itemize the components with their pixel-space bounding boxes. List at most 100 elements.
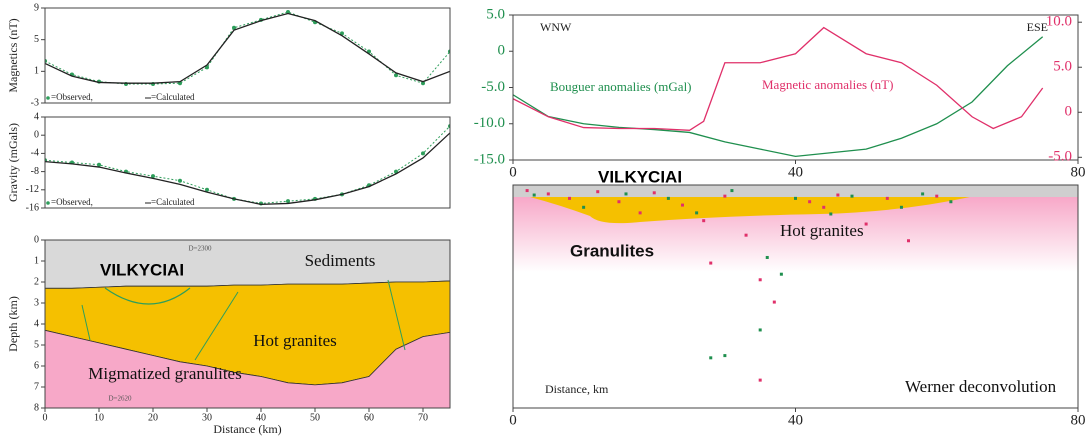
y-tick-label: 0: [34, 129, 39, 140]
y-tick-label: -15.0: [474, 151, 505, 167]
y-tick-label: 5: [34, 34, 39, 45]
x-tick-label: 30: [202, 412, 212, 423]
y-tick-label: 0: [34, 234, 39, 245]
solution-point: [921, 192, 924, 195]
series-line: [45, 133, 450, 204]
solution-point: [766, 256, 769, 259]
plot-area: [43, 124, 452, 205]
x-tick-label: 40: [788, 164, 803, 180]
solution-point: [759, 278, 762, 281]
solution-point: [667, 197, 670, 200]
solution-point: [773, 301, 776, 304]
legend-marker: [46, 96, 50, 100]
solution-point: [759, 379, 762, 382]
y-tick-label: -16: [26, 202, 39, 213]
solution-point: [780, 273, 783, 276]
series-label: Migmatized granulites: [88, 364, 241, 383]
panel: -16 -12 -8 -4 0 4 Gravity (mGals) =Observed, =Ca…: [6, 111, 452, 213]
plot-frame: [45, 117, 450, 208]
y-axis-label: Depth (km): [6, 296, 20, 352]
solution-point: [709, 356, 712, 359]
x-tick-label: 0: [43, 412, 48, 423]
solution-point: [822, 206, 825, 209]
solution-point: [681, 204, 684, 207]
series-line: [513, 37, 1043, 157]
y-tick-label: 7: [34, 381, 39, 392]
annotation: VILKYCIAI: [598, 167, 682, 186]
y-tick-label: -4: [31, 148, 39, 159]
solution-point: [639, 211, 642, 214]
solution-point: [617, 200, 620, 203]
legend-label: =Calculated: [151, 197, 195, 207]
x-tick-label: 80: [1071, 412, 1086, 428]
series-label: Bouguer anomalies (mGal): [550, 79, 692, 94]
series-line: [45, 12, 450, 84]
annotation: D=2300: [188, 245, 212, 253]
series-label: Magnetic anomalies (nT): [762, 77, 893, 92]
y-axis-label: Gravity (mGals): [6, 123, 20, 202]
y-tick-label: 4: [34, 111, 39, 122]
y2-tick-label: 0: [1065, 104, 1073, 120]
solution-point: [582, 206, 585, 209]
solution-point: [596, 190, 599, 193]
solution-point: [695, 211, 698, 214]
solution-point: [949, 200, 952, 203]
x-tick-label: 50: [310, 412, 320, 423]
solution-point: [745, 234, 748, 237]
series-label: Sediments: [305, 251, 376, 270]
solution-point: [794, 197, 797, 200]
figure: -3 1 5 9 Magnetics (nT) =Observed, =Calculated…: [0, 0, 1092, 437]
x-axis-label: Distance (km): [213, 422, 281, 436]
legend-label: =Observed,: [51, 92, 93, 102]
x-tick-label: 20: [148, 412, 158, 423]
x-tick-label: 0: [509, 164, 517, 180]
y2-tick-label: 10.0: [1046, 14, 1072, 30]
annotation: Hot granites: [780, 221, 864, 240]
annotation: D=2620: [108, 395, 132, 403]
y-tick-label: -8: [31, 166, 39, 177]
x-tick-label: 70: [418, 412, 428, 423]
series-label: Hot granites: [253, 331, 337, 350]
plot-area: [43, 10, 452, 86]
solution-point: [836, 194, 839, 197]
solution-point: [526, 189, 529, 192]
y-tick-label: 6: [34, 360, 39, 371]
solution-point: [886, 197, 889, 200]
solution-point: [723, 354, 726, 357]
y-tick-label: -10.0: [474, 115, 505, 131]
y-tick-label: 9: [34, 2, 39, 13]
annotation: Distance, km: [545, 382, 609, 396]
solution-point: [808, 200, 811, 203]
x-tick-label: 10: [94, 412, 104, 423]
x-tick-label: 60: [364, 412, 374, 423]
solution-point: [829, 212, 832, 215]
annotation: Granulites: [570, 241, 654, 260]
annotation: ESE: [1027, 20, 1048, 34]
y-tick-label: 2: [34, 276, 39, 287]
y-tick-label: 5: [34, 339, 39, 350]
solution-point: [533, 194, 536, 197]
x-tick-label: 40: [788, 412, 803, 428]
y-tick-label: -3: [31, 97, 39, 108]
plot-frame: [45, 8, 450, 103]
solution-point: [851, 195, 854, 198]
solution-point: [759, 328, 762, 331]
solution-point: [568, 197, 571, 200]
annotation: WNW: [540, 20, 572, 34]
legend-label: =Observed,: [51, 197, 93, 207]
y-tick-label: 1: [34, 255, 39, 266]
y-tick-label: -12: [26, 184, 39, 195]
solution-point: [900, 206, 903, 209]
solution-point: [709, 262, 712, 265]
solution-point: [730, 189, 733, 192]
y-tick-label: -5.0: [481, 79, 505, 95]
annotation: VILKYCIAI: [100, 260, 184, 279]
y-axis-label: Magnetics (nT): [6, 18, 20, 92]
solution-point: [865, 223, 868, 226]
x-tick-label: 80: [1071, 164, 1086, 180]
legend-label: =Calculated: [151, 92, 195, 102]
solution-point: [935, 195, 938, 198]
